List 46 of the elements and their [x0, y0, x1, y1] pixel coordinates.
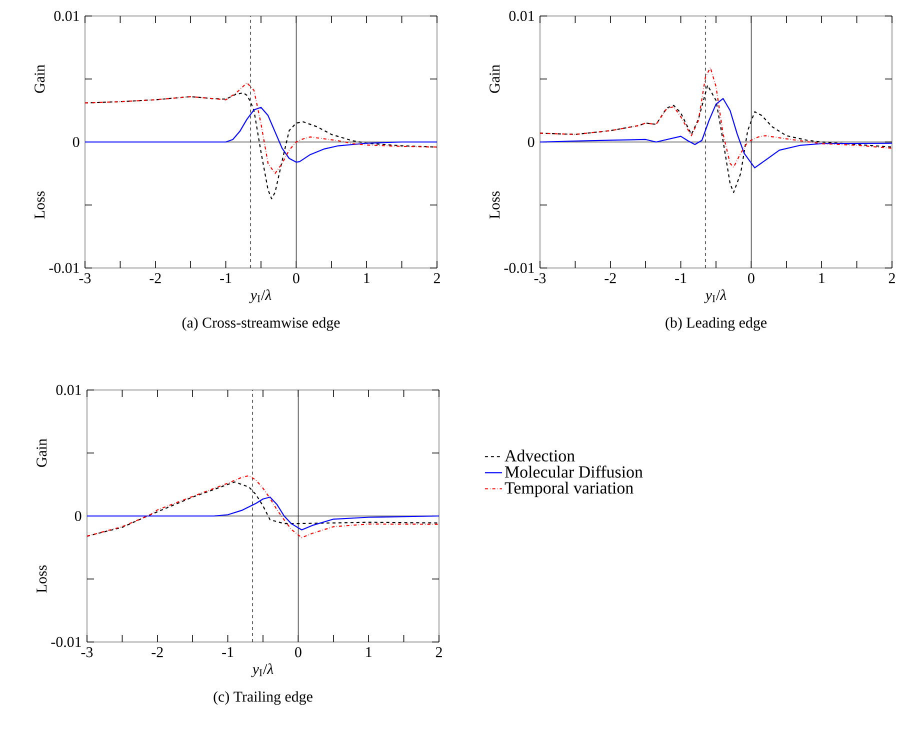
x-tick-label: 0 — [295, 647, 302, 658]
y-tick-label: 0 — [74, 510, 82, 522]
x-axis-title: y$_{I}$/λ — [251, 663, 274, 678]
line-series — [87, 496, 439, 530]
y-tick-label: -0.01 — [49, 262, 79, 274]
x-axis-title: y$_{I}$/λ — [704, 289, 726, 304]
x-tick-label: -1 — [675, 273, 686, 284]
text: Gain — [34, 64, 45, 93]
text: (c) Trailing edge — [214, 691, 312, 705]
x-tick-label: -2 — [604, 273, 616, 284]
y-tick-label: 0 — [72, 136, 80, 148]
text: Gain — [36, 438, 47, 467]
x-tick-label: 2 — [888, 273, 895, 284]
x-tick-label: 2 — [436, 647, 442, 658]
text: Gain — [490, 64, 500, 93]
x-tick-label: -2 — [150, 273, 161, 284]
line-series — [85, 82, 437, 174]
x-tick-label: -1 — [222, 647, 234, 658]
y-tick-label: 0 — [528, 136, 534, 148]
legend-label: Molecular Diffusion — [505, 466, 643, 478]
x-tick-label: -3 — [81, 647, 93, 658]
y-tick-label: 0.01 — [56, 384, 81, 396]
x-tick-label: 0 — [293, 273, 300, 284]
y-tick-label: 0.01 — [509, 10, 534, 22]
y-tick-label: -0.01 — [504, 262, 534, 274]
x-tick-label: -2 — [152, 647, 163, 658]
line-series — [540, 98, 892, 168]
text: Loss — [34, 191, 45, 219]
x-tick-label: 1 — [366, 647, 372, 658]
x-tick-label: -3 — [534, 273, 546, 284]
x-tick-label: 0 — [748, 273, 754, 284]
text: (b) Leading edge — [666, 317, 767, 331]
legend-label: Temporal variation — [504, 482, 634, 498]
text: Loss — [36, 565, 47, 593]
text: Loss — [490, 191, 500, 219]
x-axis-title: y$_{I}$/λ — [249, 289, 272, 304]
x-tick-label: 1 — [819, 273, 824, 284]
y-tick-label: 0.01 — [54, 10, 79, 22]
text: (a) Cross-streamwise edge — [182, 317, 340, 331]
x-tick-label: -3 — [79, 273, 91, 284]
y-tick-label: -0.01 — [51, 636, 81, 648]
x-tick-label: -1 — [220, 273, 232, 284]
x-tick-label: 1 — [364, 273, 370, 284]
x-tick-label: 2 — [434, 273, 440, 284]
legend-label: Advection — [504, 450, 575, 462]
line-series — [540, 67, 892, 168]
